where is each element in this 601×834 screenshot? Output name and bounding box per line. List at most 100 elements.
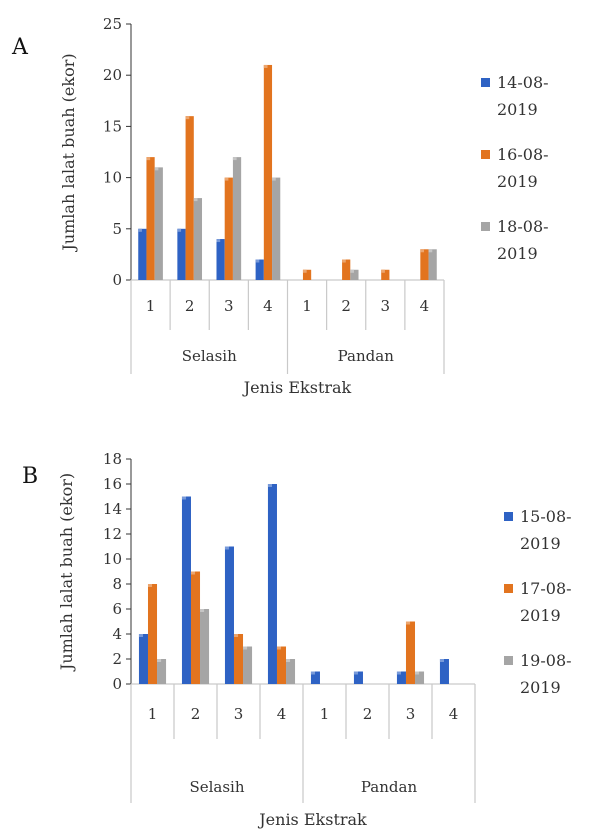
y-tick-label: 20 — [103, 66, 122, 84]
x-axis-title: Jenis Ekstrak — [242, 378, 352, 397]
bar-highlight — [439, 659, 445, 662]
bar-highlight — [243, 646, 248, 650]
bar — [415, 671, 425, 684]
x-tick-label: 4 — [277, 705, 287, 723]
y-tick-label: 4 — [112, 625, 122, 643]
bar-highlight — [200, 609, 205, 612]
x-group-label: Selasih — [189, 778, 244, 796]
legend-label: 2019 — [520, 606, 561, 625]
bar — [381, 269, 390, 280]
legend-label: 17-08- — [520, 579, 572, 598]
bar — [276, 646, 287, 684]
y-tick-label: 15 — [103, 117, 122, 135]
legend-label: 2019 — [497, 172, 538, 191]
bar-highlight — [428, 249, 433, 253]
legend-swatch — [504, 656, 513, 665]
bar — [154, 167, 163, 280]
x-tick-label: 4 — [420, 297, 430, 315]
x-tick-label: 3 — [381, 297, 391, 315]
bar — [420, 249, 429, 280]
bar — [193, 198, 203, 280]
bar — [243, 646, 253, 684]
y-tick-label: 0 — [112, 271, 122, 289]
bar-highlight — [224, 177, 229, 181]
bar — [255, 259, 264, 280]
y-tick-label: 25 — [103, 15, 122, 33]
bar — [405, 621, 416, 684]
legend-label: 19-08- — [520, 651, 572, 670]
bar-highlight — [224, 546, 230, 550]
x-group-label: Pandan — [361, 778, 418, 796]
bar-highlight — [415, 671, 420, 675]
bar — [224, 177, 233, 280]
bar-highlight — [263, 64, 268, 68]
legend-label: 14-08- — [497, 73, 549, 92]
bar — [200, 609, 210, 684]
bar-highlight — [193, 198, 198, 202]
bar — [138, 634, 148, 684]
x-tick-label: 3 — [406, 705, 416, 723]
x-tick-label: 1 — [320, 705, 330, 723]
y-tick-label: 6 — [112, 600, 122, 618]
y-axis-title: Jumlah lalat buah (ekor) — [57, 473, 76, 672]
x-group-label: Pandan — [338, 347, 395, 365]
x-tick-label: 1 — [148, 705, 158, 723]
bar-highlight — [232, 157, 237, 161]
bar-highlight — [138, 228, 142, 232]
bar — [177, 228, 186, 280]
bar — [216, 239, 225, 280]
bar-highlight — [157, 659, 162, 662]
bar — [232, 157, 242, 280]
legend-swatch — [504, 512, 513, 521]
y-tick-label: 0 — [112, 675, 122, 693]
x-tick-label: 1 — [302, 297, 312, 315]
bar-highlight — [272, 177, 276, 181]
legend-label: 2019 — [520, 678, 561, 697]
bar-highlight — [350, 269, 354, 273]
bar-highlight — [146, 157, 151, 161]
bar — [233, 634, 244, 684]
x-axis-title: Jenis Ekstrak — [257, 810, 367, 829]
bar — [267, 484, 277, 684]
x-group-label: Selasih — [182, 347, 237, 365]
legend-label: 2019 — [497, 100, 538, 119]
legend-label: 18-08- — [497, 217, 549, 236]
bar — [439, 659, 449, 684]
bar — [190, 571, 201, 684]
bar — [353, 671, 363, 684]
x-tick-label: 4 — [449, 705, 459, 723]
y-axis-title: Jumlah lalat buah (ekor) — [59, 53, 78, 252]
bar-highlight — [255, 259, 260, 263]
y-tick-label: 14 — [103, 500, 122, 518]
panel-label: A — [11, 35, 29, 60]
bar — [342, 259, 351, 280]
bar-highlight — [420, 249, 425, 253]
y-tick-label: 10 — [103, 169, 122, 187]
bar-highlight — [276, 646, 282, 650]
x-tick-label: 3 — [234, 705, 244, 723]
y-tick-label: 12 — [103, 525, 122, 543]
bar — [181, 496, 191, 684]
legend-label: 16-08- — [497, 145, 549, 164]
bar-highlight — [147, 584, 153, 587]
bar-highlight — [310, 671, 316, 675]
chart-panel-a: A 0 5 10 15 20 25 Jumlah lalat buah (ekor) 1 2 3 4 1… — [11, 15, 549, 397]
bar-highlight — [154, 167, 159, 171]
x-tick-label: 3 — [224, 297, 234, 315]
bar-highlight — [353, 671, 359, 675]
bar-highlight — [138, 634, 144, 637]
bar-highlight — [190, 571, 196, 575]
x-tick-label: 2 — [185, 297, 195, 315]
y-tick-label: 10 — [103, 550, 122, 568]
legend-swatch — [504, 584, 513, 593]
y-tick-label: 2 — [112, 650, 122, 668]
bar — [263, 64, 273, 281]
bar — [272, 177, 281, 280]
bar-highlight — [267, 484, 273, 487]
bar — [428, 249, 437, 280]
bar — [147, 584, 158, 684]
legend-label: 2019 — [497, 244, 538, 263]
bar — [350, 269, 359, 280]
